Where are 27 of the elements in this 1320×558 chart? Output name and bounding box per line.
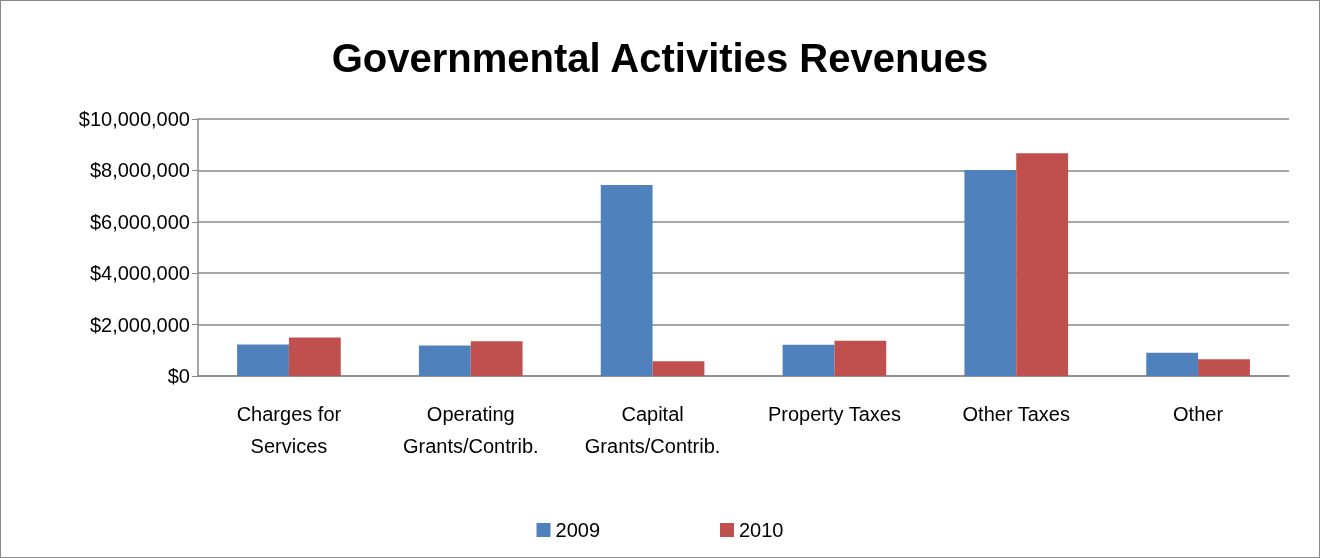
bar bbox=[1198, 359, 1250, 376]
bar bbox=[964, 169, 1017, 376]
x-tick-label: Charges for Services bbox=[236, 403, 342, 457]
chart-title: Governmental Activities Revenues bbox=[331, 36, 989, 80]
bar bbox=[470, 341, 523, 376]
x-tick-label: Property Taxes bbox=[767, 403, 901, 425]
bar bbox=[652, 361, 705, 376]
bar bbox=[600, 185, 653, 376]
legend-label: 2010 bbox=[739, 519, 784, 541]
legend-label: 2009 bbox=[555, 519, 601, 541]
x-tick-label: Operating Grants/Contrib. bbox=[402, 403, 539, 457]
y-tick-label: $8,000,000 bbox=[89, 159, 190, 182]
bar bbox=[288, 337, 341, 376]
bar bbox=[782, 344, 835, 376]
bar bbox=[1146, 352, 1199, 376]
x-tick-label: Other Taxes bbox=[962, 403, 1070, 425]
y-tick-label: $6,000,000 bbox=[89, 210, 190, 233]
y-tick-label: $0 bbox=[167, 365, 190, 387]
bar bbox=[834, 340, 887, 376]
bar bbox=[418, 345, 471, 376]
y-tick-label: $10,000,000 bbox=[78, 108, 190, 130]
y-tick-label: $4,000,000 bbox=[89, 262, 190, 285]
x-tick-label: Capital Grants/Contrib. bbox=[584, 403, 721, 457]
y-tick-label: $2,000,000 bbox=[89, 313, 190, 336]
bar bbox=[237, 344, 289, 376]
x-tick-label: Other bbox=[1173, 403, 1224, 425]
bar bbox=[1016, 153, 1069, 376]
